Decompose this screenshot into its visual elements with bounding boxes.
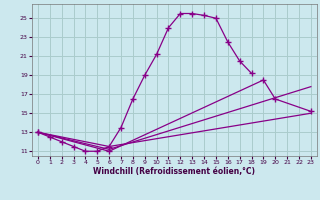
X-axis label: Windchill (Refroidissement éolien,°C): Windchill (Refroidissement éolien,°C) [93,167,255,176]
